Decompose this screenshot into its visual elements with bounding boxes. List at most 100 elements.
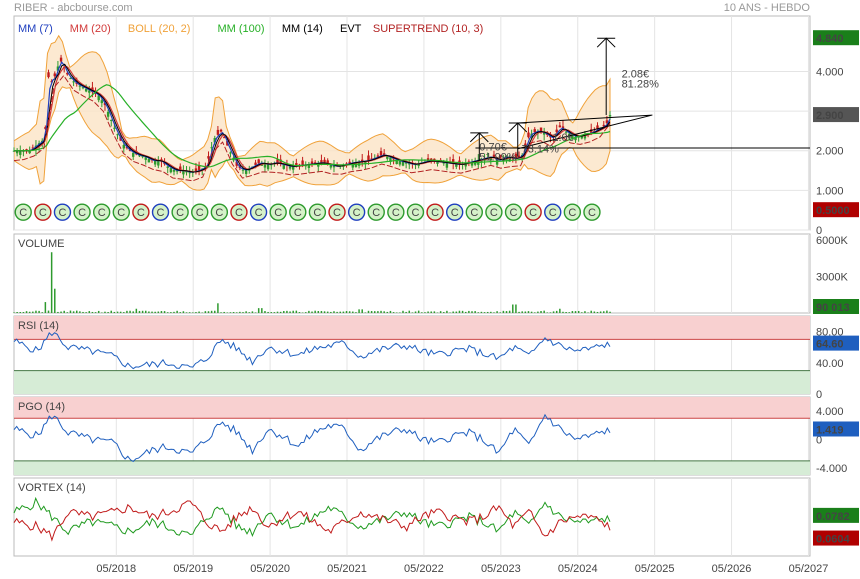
event-marker[interactable] — [112, 203, 130, 221]
candle-body — [451, 159, 455, 164]
event-marker[interactable] — [73, 203, 91, 221]
event-marker-label: C — [294, 207, 302, 219]
event-marker[interactable] — [583, 203, 601, 221]
candle-body — [561, 126, 565, 130]
event-marker[interactable] — [53, 203, 72, 221]
candle-body — [376, 155, 380, 157]
candle-body — [596, 125, 599, 130]
vortex-plus-tag-label: 0.0782 — [816, 511, 850, 523]
candle-body — [602, 124, 605, 127]
event-marker[interactable] — [191, 203, 209, 221]
candle-body — [175, 170, 179, 172]
event-marker[interactable] — [387, 203, 405, 221]
pgo-y-tick: -4.000 — [816, 463, 847, 475]
vortex-minus-line — [13, 500, 611, 542]
event-marker-label: C — [98, 207, 106, 219]
event-marker[interactable] — [504, 203, 523, 221]
candle-body — [542, 132, 546, 135]
value-tags: 4.840 2.900 0.5000 90 013 64.60 1.419 0.0782 0.… — [813, 30, 859, 546]
measure-arrow-head — [596, 37, 616, 48]
candle-body — [25, 149, 28, 151]
candle-body — [144, 157, 147, 160]
event-marker[interactable] — [249, 203, 268, 221]
candle-body — [59, 57, 63, 62]
candle-body — [113, 127, 116, 129]
trend-wedge — [517, 114, 653, 150]
pgo-oversold-zone — [14, 460, 810, 475]
volume-value-tag — [813, 299, 859, 314]
volume-value-tag-label: 90 013 — [816, 302, 850, 314]
candle-body — [84, 88, 88, 92]
candle-body — [401, 161, 405, 166]
pgo-value-tag — [813, 421, 859, 437]
candle-body — [66, 72, 69, 75]
event-marker-label: C — [529, 207, 537, 219]
period-label[interactable]: 10 ANS - HEBDO — [723, 2, 810, 14]
candle-body — [492, 154, 496, 159]
event-marker[interactable] — [524, 203, 542, 221]
event-marker[interactable] — [92, 203, 111, 221]
candle-body — [106, 111, 110, 117]
event-marker[interactable] — [14, 203, 32, 221]
candle-body — [157, 160, 160, 166]
event-marker[interactable] — [308, 203, 327, 221]
price-panel[interactable]: 4.0003.0002.0001.0000CCCCCCCCCCCCCCCCCCC… — [12, 34, 844, 237]
candle-body — [574, 136, 577, 141]
candle-body — [539, 127, 543, 132]
candle-body — [222, 137, 226, 139]
x-tick-label: 05/2026 — [712, 563, 752, 575]
price-value-tag — [813, 202, 859, 218]
vortex-panel[interactable]: VORTEX (14)0.0400 — [13, 482, 850, 544]
event-marker[interactable] — [347, 203, 366, 221]
event-marker[interactable] — [269, 203, 287, 221]
event-marker[interactable] — [132, 203, 150, 221]
panel-frame-vol — [13, 233, 811, 314]
event-marker-label: C — [549, 207, 557, 219]
price-value-tag-label: 0.5000 — [816, 205, 850, 217]
event-marker[interactable] — [289, 203, 307, 221]
pgo-y-tick: 0 — [816, 435, 822, 447]
candle-body — [291, 166, 295, 170]
vortex-minus-tag — [813, 530, 859, 546]
event-marker[interactable] — [426, 203, 444, 221]
candle-body — [580, 135, 584, 139]
event-marker[interactable] — [485, 203, 503, 221]
candle-body — [310, 161, 314, 164]
event-marker[interactable] — [465, 203, 483, 221]
pgo-panel[interactable]: PGO (14) 4.000 0 -4.000 — [13, 397, 847, 475]
candle-body — [382, 153, 386, 156]
candle-body — [182, 170, 185, 175]
candle-body — [241, 169, 245, 171]
event-marker[interactable] — [171, 203, 189, 221]
candle-body — [470, 161, 474, 166]
event-marker-label: C — [196, 207, 204, 219]
legend-item: SUPERTREND (10, 3) — [373, 23, 483, 35]
candle-body — [81, 87, 85, 89]
volume-y-tick: 6000K — [816, 235, 848, 247]
event-marker-label: C — [58, 207, 66, 219]
event-marker[interactable] — [445, 203, 464, 221]
rsi-panel[interactable]: RSI (14) 80.00 40.00 0 — [13, 316, 844, 401]
event-marker[interactable] — [544, 203, 562, 221]
measure-annotation: 1.0€ — [552, 132, 573, 144]
candle-body — [464, 163, 467, 167]
volume-panel[interactable]: VOLUME 6000K 3000K — [13, 235, 848, 313]
measure-annotation: 73.14% — [522, 144, 560, 156]
candle-body — [219, 129, 223, 132]
event-marker[interactable] — [563, 203, 582, 221]
event-marker[interactable] — [328, 203, 346, 221]
candle-body — [404, 162, 408, 164]
event-marker[interactable] — [367, 203, 385, 221]
candle-body — [257, 159, 260, 164]
event-marker[interactable] — [406, 203, 425, 221]
event-marker[interactable] — [34, 203, 52, 221]
candle-body — [276, 159, 279, 164]
x-tick-label: 05/2021 — [327, 563, 367, 575]
event-marker[interactable] — [230, 203, 248, 221]
event-marker[interactable] — [151, 203, 170, 221]
candle-body — [194, 168, 198, 172]
candle-body — [47, 72, 50, 78]
event-marker[interactable] — [210, 203, 229, 221]
candle-body — [97, 95, 100, 101]
